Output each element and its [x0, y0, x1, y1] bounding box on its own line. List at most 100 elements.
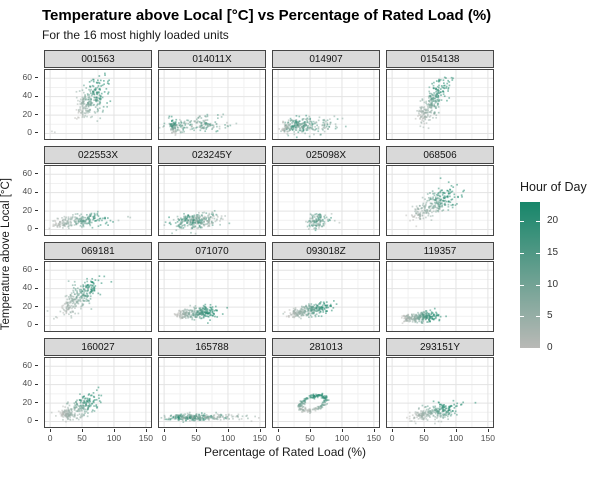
panel-canvas	[273, 166, 379, 235]
facet-panel: 022553X	[44, 146, 152, 236]
panel-canvas	[387, 166, 493, 235]
facet-rows: 0 20 40 60 001563 014011X 014907 0154138 0 20 40 60…	[12, 50, 510, 428]
y-tick-label: 40	[22, 90, 32, 101]
x-tick-label: 100	[106, 433, 122, 443]
panel-canvas	[45, 358, 151, 427]
panel-area	[386, 261, 494, 332]
x-tick-mark	[278, 429, 280, 432]
x-tick-cell: 0 50 100 150	[158, 429, 267, 443]
y-tick-mark	[35, 210, 38, 212]
y-tick-label: 40	[22, 378, 32, 389]
strip-label: 281013	[309, 341, 343, 353]
facet-row: 0 20 40 60 001563 014011X 014907 0154138	[12, 50, 510, 140]
y-tick-mark	[35, 228, 38, 230]
panel-canvas	[387, 358, 493, 427]
legend-tick-mark	[520, 284, 524, 286]
x-tick-label: 150	[366, 433, 381, 443]
facet-strip: 068506	[386, 146, 494, 164]
x-tick-label: 0	[47, 433, 53, 443]
y-tick-label: 60	[22, 71, 32, 82]
legend-gradient	[520, 202, 540, 348]
x-tick-mark	[424, 429, 426, 432]
legend-tick-mark	[536, 284, 540, 286]
x-tick-mark	[164, 429, 166, 432]
y-tick-label: 20	[22, 108, 32, 119]
legend-tick-mark	[536, 221, 540, 223]
y-tick-label: 60	[22, 167, 32, 178]
x-tick-mark	[113, 429, 115, 432]
facet-strip: 001563	[44, 50, 152, 68]
chart-subtitle: For the 16 most highly loaded units	[42, 28, 229, 42]
panel-canvas	[273, 358, 379, 427]
y-tick-label: 0	[27, 414, 32, 425]
strip-label: 160027	[81, 341, 115, 353]
panel-canvas	[159, 166, 265, 235]
panel-area	[158, 165, 266, 236]
strip-label: 022553X	[77, 149, 119, 161]
x-tick-label: 150	[480, 433, 495, 443]
x-axis-title: Percentage of Rated Load (%)	[203, 445, 367, 459]
facet-panel: 160027	[44, 338, 152, 428]
legend-tick-mark	[520, 221, 524, 223]
y-tick-label: 60	[22, 359, 32, 370]
facet-strip: 165788	[158, 338, 266, 356]
y-tick-label: 0	[27, 318, 32, 329]
panel-canvas	[159, 262, 265, 331]
y-tick-column: 0 20 40 60	[12, 50, 38, 140]
y-tick-label: 20	[22, 396, 32, 407]
y-tick-mark	[35, 365, 38, 367]
x-tick-cell: 0 50 100 150	[44, 429, 153, 443]
panel-area	[44, 165, 152, 236]
facet-panel: 023245Y	[158, 146, 266, 236]
facet-strip: 025098X	[272, 146, 380, 164]
facet-panel: 014907	[272, 50, 380, 140]
facet-row: 0 20 40 60 022553X 023245Y 025098X 068506	[12, 146, 510, 236]
y-tick-label: 40	[22, 186, 32, 197]
facet-panel: 293151Y	[386, 338, 494, 428]
strip-label: 001563	[81, 53, 115, 65]
x-tick-label: 100	[334, 433, 350, 443]
y-tick-label: 0	[27, 126, 32, 137]
y-tick-mark	[35, 77, 38, 79]
x-tick-label: 150	[252, 433, 267, 443]
panel-area	[386, 357, 494, 428]
strip-label: 093018Z	[306, 245, 346, 257]
strip-label: 014907	[309, 53, 343, 65]
x-tick-mark	[82, 429, 84, 432]
y-tick-label: 40	[22, 282, 32, 293]
y-tick-mark	[35, 132, 38, 134]
legend-tick-mark	[520, 252, 524, 254]
y-tick-mark	[35, 420, 38, 422]
x-tick-mark	[196, 429, 198, 432]
x-tick-mark	[392, 429, 394, 432]
y-tick-column: 0 20 40 60	[12, 338, 38, 428]
panel-area	[272, 165, 380, 236]
panel-canvas	[159, 358, 265, 427]
facet-strip: 069181	[44, 242, 152, 260]
facet-panel: 069181	[44, 242, 152, 332]
y-tick-column: 0 20 40 60	[12, 146, 38, 236]
y-tick-mark	[35, 191, 38, 193]
strip-label: 014011X	[192, 53, 232, 65]
legend-tick-mark	[536, 252, 540, 254]
x-axis-corner-spacer	[12, 429, 38, 443]
y-tick-label: 60	[22, 263, 32, 274]
panel-area	[386, 165, 494, 236]
x-tick-cell: 0 50 100 150	[386, 429, 495, 443]
legend-tick-mark	[520, 316, 524, 318]
y-axis-title: Temperature above Local [°C]	[0, 50, 12, 459]
legend-tick-label: 0	[547, 342, 553, 353]
x-tick-label: 0	[161, 433, 167, 443]
strip-label: 293151Y	[419, 341, 461, 353]
legend-tick-label: 10	[547, 278, 559, 290]
x-tick-label: 150	[138, 433, 153, 443]
y-tick-mark	[35, 402, 38, 404]
facet-strip: 023245Y	[158, 146, 266, 164]
facet-strip: 293151Y	[386, 338, 494, 356]
x-tick-label: 100	[448, 433, 464, 443]
facet-row: 0 20 40 60 069181 071070 093018Z 119357	[12, 242, 510, 332]
x-tick-mark	[373, 429, 375, 432]
panel-area	[158, 69, 266, 140]
legend-tick-label: 15	[547, 246, 559, 258]
panel-canvas	[45, 166, 151, 235]
